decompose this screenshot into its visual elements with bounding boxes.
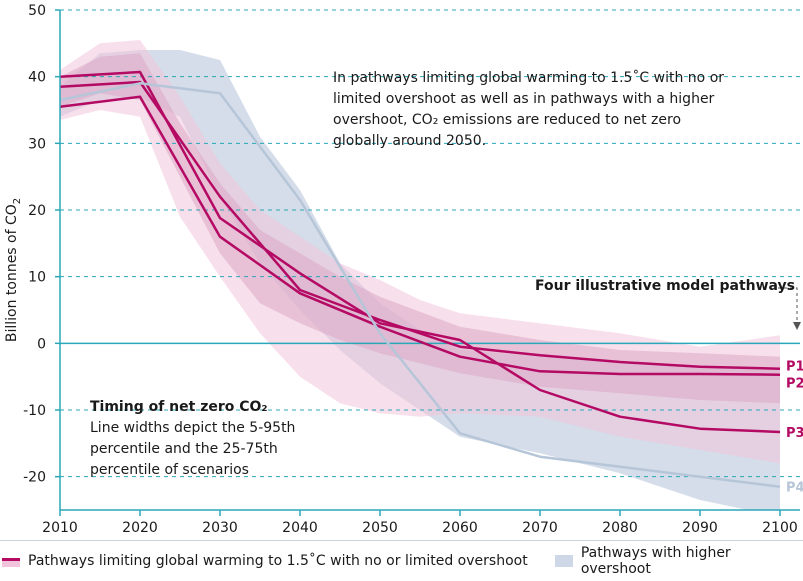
- series-line-p3: [59, 70, 781, 434]
- legend-swatch-pink-icon: [2, 558, 20, 567]
- pathway-lines: P1 P2 P3 P4: [59, 70, 803, 496]
- x-tick-label-0: 2010: [42, 520, 78, 536]
- series-line-p1: [59, 80, 781, 370]
- y-tick-label-7: -20: [23, 470, 46, 486]
- x-tick-label-1: 2020: [122, 520, 158, 536]
- y-tick-label-6: -10: [23, 403, 46, 419]
- y-axis-label-main: Billion tonnes of CO: [4, 204, 20, 342]
- legend-item-1p5: Pathways limiting global warming to 1.5˚…: [2, 548, 528, 574]
- x-tick-label-6: 2070: [522, 520, 558, 536]
- x-tick-label-4: 2050: [362, 520, 398, 536]
- main-annotation: In pathways limiting global warming to 1…: [333, 70, 725, 149]
- legend-label-1p5: Pathways limiting global warming to 1.5˚…: [28, 553, 528, 569]
- y-tick-label-1: 40: [28, 70, 46, 86]
- x-tick-label-7: 2080: [602, 520, 638, 536]
- x-tick-label-9: 2100: [762, 520, 798, 536]
- x-tick-label-3: 2040: [282, 520, 318, 536]
- series-line-p4: [59, 82, 781, 488]
- legend-item-higher-overshoot: Pathways with higher overshoot: [555, 545, 803, 577]
- y-tick-label-2: 30: [28, 136, 46, 152]
- y-axis-label: Billion tonnes of CO2: [4, 198, 23, 342]
- pathways-arrow-line: [778, 287, 798, 322]
- timing-annotation: Timing of net zero CO₂ Line widths depic…: [90, 397, 350, 481]
- series-label-p4: P4: [786, 481, 803, 496]
- y-tick-label-4: 10: [28, 270, 46, 286]
- series-label-p3: P3: [786, 426, 803, 441]
- x-tick-label-5: 2060: [442, 520, 478, 536]
- legend-label-higher-overshoot: Pathways with higher overshoot: [580, 545, 731, 577]
- series-line-p2: [59, 95, 781, 376]
- x-tick-label-8: 2090: [682, 520, 718, 536]
- x-tick-label-2: 2030: [202, 520, 238, 536]
- timing-annotation-body: Line widths depict the 5-95th percentile…: [90, 420, 296, 478]
- timing-annotation-title: Timing of net zero CO₂: [90, 399, 268, 415]
- pathways-annotation: Four illustrative model pathways: [535, 278, 796, 294]
- legend-divider: [0, 540, 803, 541]
- y-tick-label-3: 20: [28, 203, 46, 219]
- y-tick-label-5: 0: [37, 336, 46, 352]
- series-label-p1: P1: [786, 360, 803, 375]
- pathways-arrow-head-icon: [793, 322, 801, 330]
- y-tick-label-0: 50: [28, 3, 46, 19]
- y-axis-label-subscript: 2: [12, 198, 23, 204]
- legend-swatch-grey-icon: [555, 555, 573, 567]
- series-label-p2: P2: [786, 377, 803, 392]
